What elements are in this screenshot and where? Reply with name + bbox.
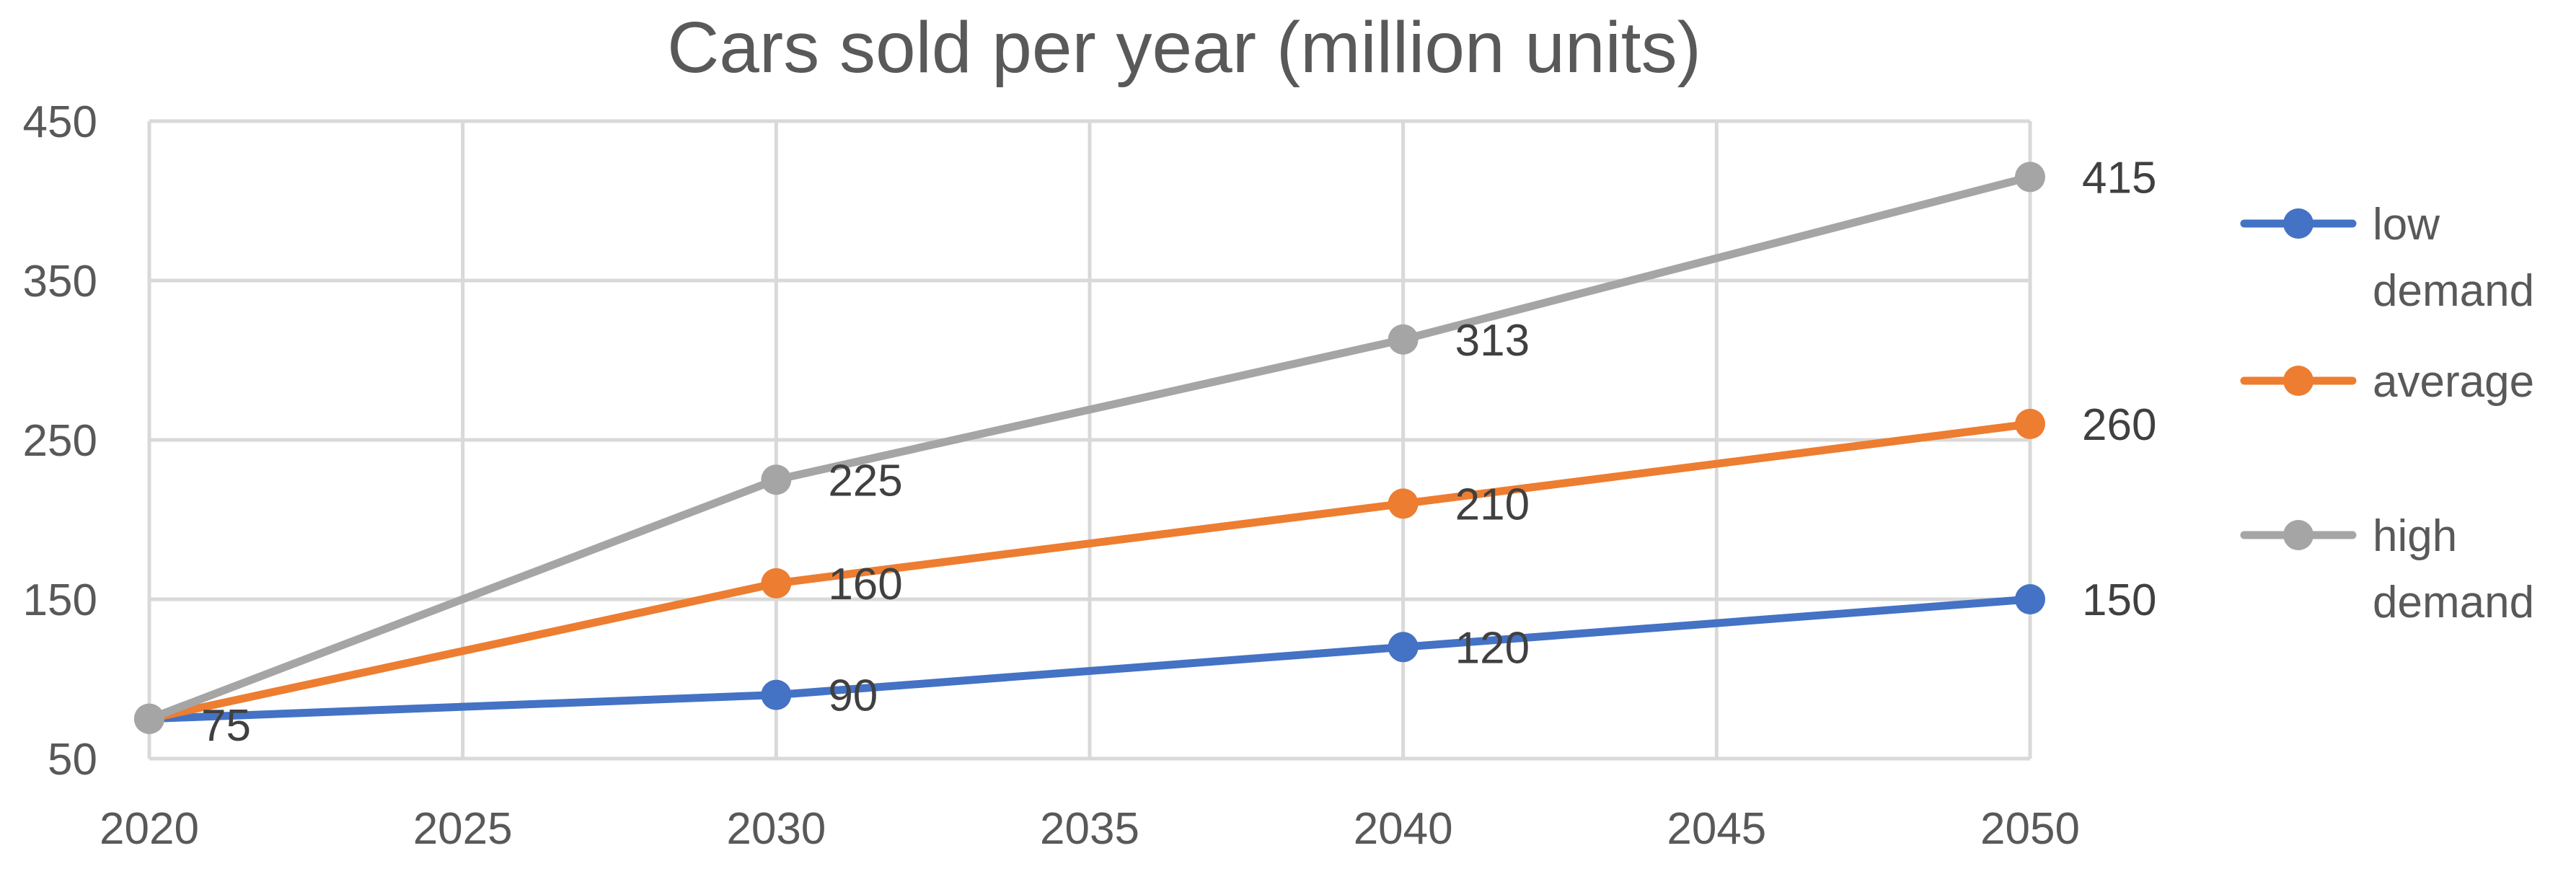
grid xyxy=(147,119,2032,761)
data-labels: 75 90 120 150 160 210 260 225 313 415 xyxy=(201,153,2156,750)
y-tick-label: 450 xyxy=(23,97,97,147)
x-tick-label: 2035 xyxy=(1040,804,1139,854)
data-point xyxy=(2015,162,2045,193)
x-tick-label: 2040 xyxy=(1354,804,1453,854)
x-tick-label: 2050 xyxy=(1980,804,2080,854)
data-point xyxy=(2015,584,2045,614)
data-point xyxy=(134,703,164,734)
y-tick-label: 50 xyxy=(48,735,97,785)
data-point xyxy=(2015,408,2045,439)
legend-label: high xyxy=(2373,511,2457,561)
series xyxy=(134,162,2045,734)
x-tick-label: 2020 xyxy=(100,804,199,854)
legend-label: low xyxy=(2373,200,2440,250)
y-tick-label: 250 xyxy=(23,416,97,466)
legend-label: average xyxy=(2373,357,2534,407)
data-label: 225 xyxy=(828,456,902,506)
data-point xyxy=(761,568,792,599)
legend-label: demand xyxy=(2373,266,2534,316)
series-line-high-demand xyxy=(145,172,2034,723)
data-label: 415 xyxy=(2082,153,2156,203)
x-tick-label: 2045 xyxy=(1667,804,1766,854)
data-point xyxy=(761,464,792,495)
legend: low demand average high demand xyxy=(2240,200,2534,627)
x-tick-label: 2030 xyxy=(726,804,826,854)
data-point xyxy=(1388,324,1419,355)
series-line-average xyxy=(145,420,2034,723)
data-label: 313 xyxy=(1455,316,1530,366)
data-label: 120 xyxy=(1455,623,1530,673)
legend-item-low-demand[interactable]: low demand xyxy=(2240,200,2534,316)
data-point xyxy=(1388,632,1419,663)
y-tick-label: 350 xyxy=(23,257,97,306)
legend-item-average[interactable]: average xyxy=(2240,357,2534,407)
data-label: 260 xyxy=(2082,400,2156,450)
legend-item-high-demand[interactable]: high demand xyxy=(2240,511,2534,627)
legend-marker xyxy=(2283,208,2313,239)
data-label: 210 xyxy=(1455,480,1530,529)
data-point xyxy=(1388,488,1419,519)
chart-title: Cars sold per year (million units) xyxy=(667,7,1701,88)
legend-marker xyxy=(2283,520,2313,550)
y-tick-label: 150 xyxy=(23,575,97,625)
data-label: 75 xyxy=(201,701,251,751)
series-line-low-demand xyxy=(145,595,2034,723)
data-label: 160 xyxy=(828,560,902,609)
legend-marker xyxy=(2283,366,2313,396)
data-label: 90 xyxy=(828,671,878,721)
data-label: 150 xyxy=(2082,575,2156,625)
legend-label: demand xyxy=(2373,578,2534,627)
data-point xyxy=(761,679,792,710)
axis-ticks: 50 150 250 350 450 2020 2025 2030 2035 2040 2045 20… xyxy=(23,97,2080,854)
x-tick-label: 2025 xyxy=(413,804,513,854)
